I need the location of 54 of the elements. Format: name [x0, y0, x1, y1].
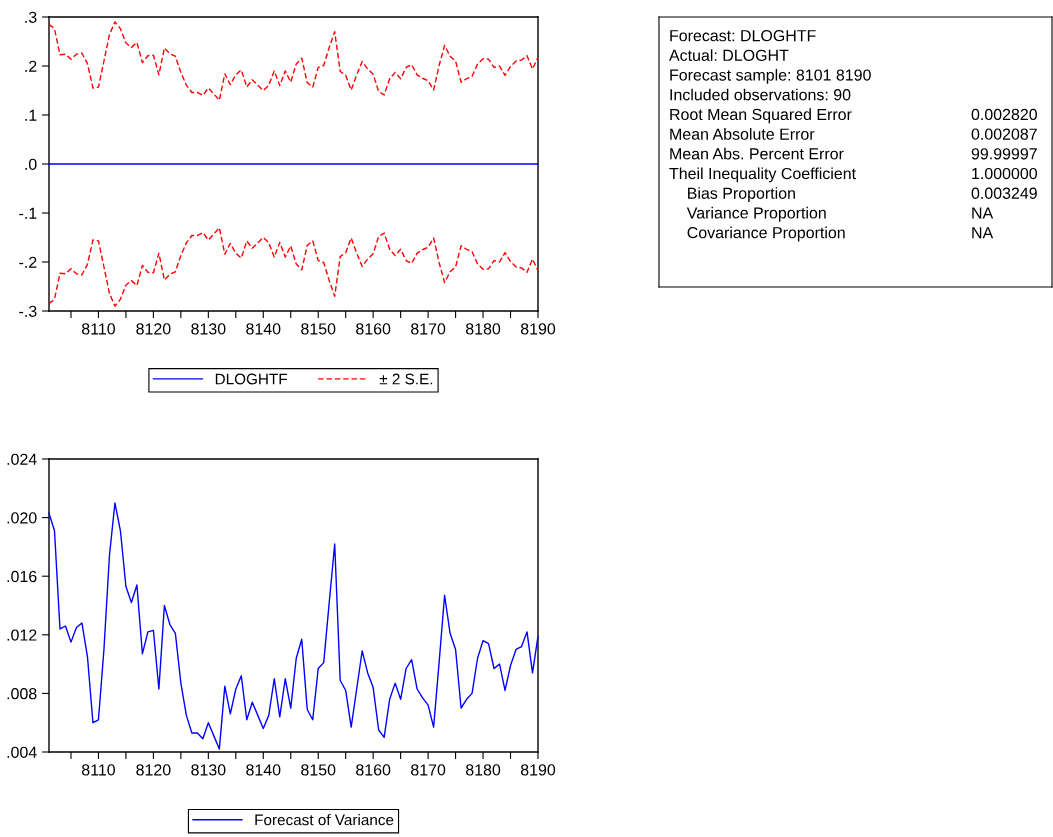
y-tick-label: -.3	[19, 305, 37, 317]
line-series	[48, 227, 539, 307]
category-label: Mean Abs. Percent Error	[670, 147, 844, 160]
x-tick-label: 8180	[465, 764, 501, 776]
category-label: Root Mean Squared Error	[670, 108, 852, 124]
category-label: Bias Proportion	[688, 187, 795, 203]
x-tick-label: 8140	[246, 764, 281, 776]
y-tick-label: .012	[7, 629, 37, 641]
y-tick-label: -.1	[19, 207, 37, 219]
x-tick-label: 8160	[356, 323, 391, 335]
x-tick-label: 8130	[191, 764, 226, 776]
x-tick-label: 8150	[301, 323, 336, 335]
x-tick-label: 8120	[136, 323, 171, 335]
category-label: Actual: DLOGHT	[669, 49, 789, 61]
category-label: Forecast sample: 8101 8190	[670, 68, 871, 84]
line-series	[48, 21, 539, 101]
y-tick-label: .2	[25, 60, 37, 72]
y-tick-label: .016	[7, 570, 37, 583]
legend-label: Forecast of Variance	[255, 814, 394, 826]
y-tick-label: .008	[7, 688, 37, 700]
y-tick-label: .004	[7, 746, 37, 758]
x-tick-label: 8180	[465, 323, 501, 335]
x-tick-label: 8150	[301, 764, 336, 776]
text: 1.000000	[972, 167, 1037, 180]
text: 0.002087	[971, 128, 1037, 140]
y-tick-label: .020	[7, 512, 37, 524]
x-tick-label: 8170	[411, 323, 446, 335]
x-tick-label: 8170	[411, 764, 446, 776]
y-tick-label: .1	[25, 109, 37, 121]
x-tick-label: 8110	[81, 323, 115, 335]
category-label: Covariance Proportion	[687, 226, 845, 242]
x-tick-label: 8140	[246, 323, 281, 335]
x-tick-label: 8190	[520, 323, 556, 335]
legend-label: ± 2 S.E.	[379, 373, 433, 385]
x-tick-label: 8130	[191, 323, 226, 335]
y-tick-label: -.2	[19, 256, 37, 268]
x-tick-label: 8190	[520, 764, 556, 776]
x-tick-label: 8160	[356, 764, 391, 776]
text: NA	[972, 227, 994, 239]
y-tick-label: .3	[25, 11, 37, 23]
x-tick-label: 8110	[81, 764, 115, 776]
category-label: Forecast: DLOGHTF	[670, 29, 816, 42]
legend-label: DLOGHTF	[215, 373, 287, 385]
y-tick-label: .024	[7, 453, 37, 465]
category-label: Theil Inequality Coefficient	[669, 167, 856, 183]
text: 0.003249	[971, 187, 1037, 199]
text: NA	[972, 207, 994, 219]
text: 0.002820	[971, 108, 1037, 121]
text: 99.99997	[971, 148, 1037, 160]
category-label: Included observations: 90	[670, 88, 851, 101]
x-tick-label: 8120	[136, 764, 171, 776]
category-label: Mean Absolute Error	[670, 128, 815, 140]
category-label: Variance Proportion	[686, 206, 826, 222]
y-tick-label: .0	[25, 158, 37, 170]
